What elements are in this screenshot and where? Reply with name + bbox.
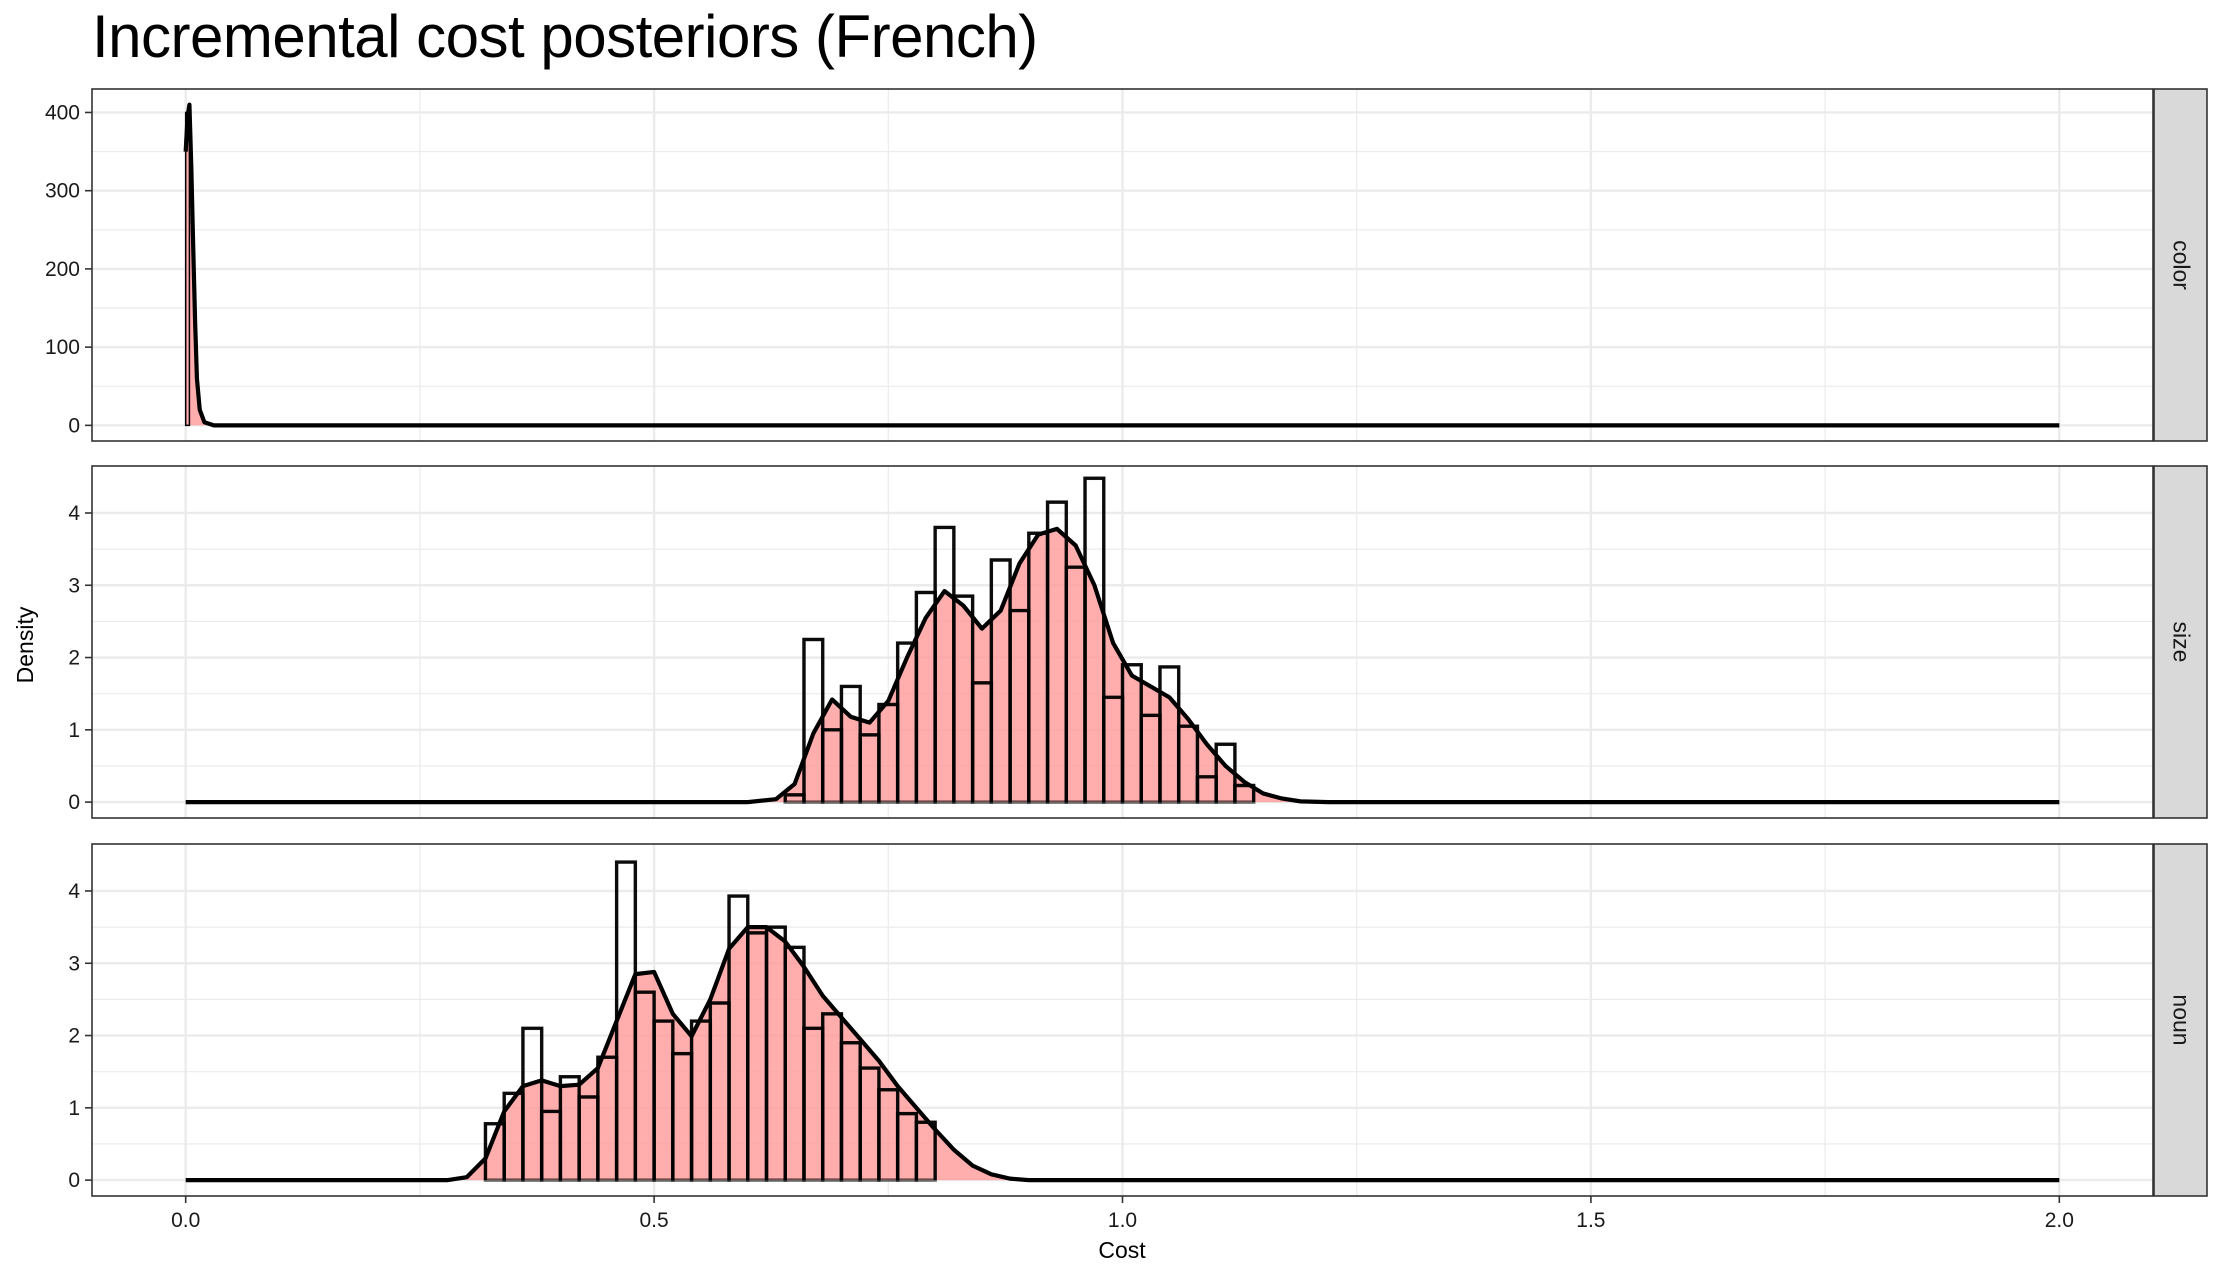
histogram-bar-outline [914,1120,937,1181]
x-tick-label: 0.0 [171,1209,200,1232]
panel-border [91,88,2154,442]
x-tick-label: 0.5 [639,1209,668,1232]
x-axis: 0.0 0.5 1.0 1.5 2.0 [171,1196,2074,1232]
y-tick-label: 1 [68,719,80,742]
facet-strip [2153,88,2208,442]
y-tick-label: 3 [68,574,80,597]
facet-strip [2153,843,2208,1197]
facet-strip-label: color [2169,240,2195,290]
facet-strip-label: size [2169,622,2195,663]
histogram-bar-outline [1177,724,1200,803]
y-tick-label: 3 [68,952,80,975]
facet-strip [2153,465,2208,819]
chart-title: Incremental cost posteriors (French) [92,3,1038,70]
histogram-bar-outline [1083,476,1106,803]
histogram-bar-outline [521,1026,544,1181]
density-line [185,526,2060,805]
y-tick-label: 4 [68,502,80,525]
y-tick-label: 4 [68,880,80,903]
density-line [183,102,2060,428]
y-tick-label: 300 [45,180,80,203]
density-line [185,925,2060,1183]
facet-panels: 0 100 200 300 400 color 0 1 2 3 4 size 0 1 2 3 4 noun [45,88,2208,1197]
marks [185,860,2060,1183]
y-tick-label: 0 [68,791,80,814]
facet-strip-label: noun [2169,994,2195,1045]
x-tick-label: 1.5 [1576,1209,1605,1232]
facet-noun: 0 1 2 3 4 noun [68,843,2208,1197]
y-tick-label: 2 [68,647,80,670]
facet-color: 0 100 200 300 400 color [45,88,2208,442]
y-tick-label: 200 [45,258,80,281]
panel-border [91,465,2154,819]
histogram-bar-outline [1233,783,1256,803]
y-tick-label: 1 [68,1097,80,1120]
marks [183,102,2060,428]
y-tick-label: 0 [68,1169,80,1192]
x-axis-title: Cost [1098,1237,1146,1263]
y-tick-label: 100 [45,336,80,359]
facet-size: 0 1 2 3 4 size [68,465,2208,819]
x-tick-label: 2.0 [2045,1209,2074,1232]
marks [185,476,2060,805]
y-tick-label: 0 [68,414,80,437]
y-tick-label: 2 [68,1025,80,1048]
x-tick-label: 1.0 [1108,1209,1137,1232]
y-axis-title: Density [12,606,38,683]
y-tick-label: 400 [45,101,80,124]
